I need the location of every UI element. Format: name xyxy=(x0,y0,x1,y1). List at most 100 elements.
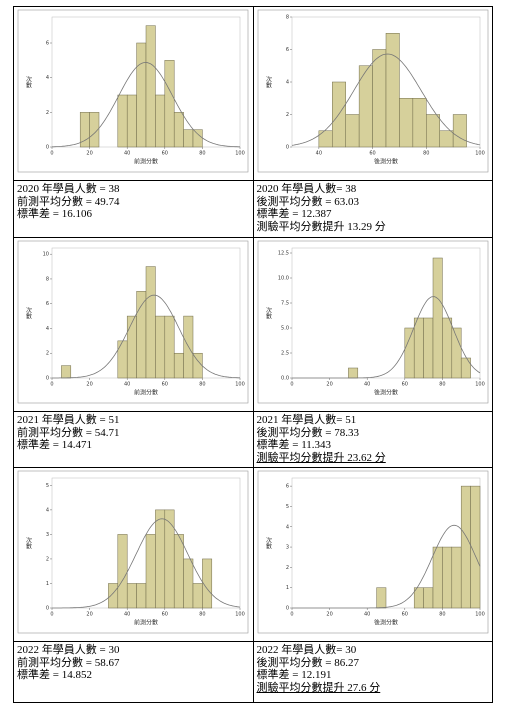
y-tick-label: 2 xyxy=(285,112,288,118)
histogram-bar xyxy=(164,315,175,379)
y-tick-label: 4 xyxy=(46,326,49,332)
histogram-bar xyxy=(145,25,156,148)
stats-cell: 2022 年學員人數 = 30 前測平均分數 = 58.67 標準差 = 14.85… xyxy=(13,641,254,703)
normal-curve xyxy=(291,524,480,609)
x-tick-label: 60 xyxy=(162,151,168,157)
y-tick-label: 4 xyxy=(285,524,288,530)
histogram-bar xyxy=(460,357,471,379)
normal-curve xyxy=(52,61,240,148)
y-tick-label: 0 xyxy=(285,606,288,612)
histogram-bar xyxy=(173,112,184,148)
histogram-bar xyxy=(422,587,433,609)
x-tick-label: 100 xyxy=(235,612,245,618)
histogram-bar xyxy=(432,257,443,379)
y-tick-label: 4 xyxy=(285,80,288,86)
stats-line: 2021 年學員人數 = 51 xyxy=(17,414,120,426)
stats-line: 測驗平均分數提升 27.6 分 xyxy=(256,681,381,694)
stats-line: 標準差 = 12.387 xyxy=(256,208,332,220)
stats-line: 標準差 = 12.191 xyxy=(256,669,332,681)
normal-curve xyxy=(52,294,240,379)
y-tick-label: 4 xyxy=(46,75,49,81)
frame xyxy=(257,240,488,404)
x-axis-label: 後測分數 xyxy=(373,389,397,397)
histogram-bar xyxy=(136,583,147,609)
histogram-bar xyxy=(173,352,184,379)
histogram-bar xyxy=(347,367,358,379)
histogram-bar xyxy=(136,42,147,148)
chart: 0 2 4 6 8 40 60 80 100 後測分數 次數 xyxy=(257,9,488,173)
histogram-bar xyxy=(404,327,414,379)
frame xyxy=(17,470,249,634)
x-tick-label: 20 xyxy=(326,382,332,388)
y-tick-label: 0 xyxy=(46,376,49,382)
x-tick-label: 100 xyxy=(475,612,485,618)
y-tick-label: 1 xyxy=(46,581,49,587)
histogram-bar xyxy=(438,130,453,148)
histogram-bar xyxy=(318,130,333,148)
y-tick-label: 2 xyxy=(46,351,49,357)
y-tick-label: 6 xyxy=(285,47,288,53)
histogram-bar xyxy=(89,112,100,148)
histogram-bar xyxy=(452,114,467,148)
histogram-bar xyxy=(192,583,203,609)
x-tick-label: 40 xyxy=(124,151,130,157)
histogram-bar xyxy=(173,534,184,609)
stats-cell: 2022 年學員人數= 30 後測平均分數 = 86.27 標準差 = 12.191… xyxy=(252,641,493,703)
y-axis-label: 次數 xyxy=(264,75,271,89)
x-tick-label: 40 xyxy=(364,612,370,618)
x-axis-label: 前測分數 xyxy=(134,158,158,166)
histogram-bar xyxy=(413,317,424,379)
stats-line: 前測平均分數 = 58.67 xyxy=(17,656,120,669)
y-tick-label: 12.5 xyxy=(277,251,288,257)
histogram-bar xyxy=(422,317,433,379)
histogram-bar xyxy=(425,114,440,148)
x-tick-label: 40 xyxy=(315,151,321,157)
document-table: 0 2 4 6 0 20 40 60 80 100 前測分數 次數 0 2 4 6 8 40 60 80 100 後測分… xyxy=(13,6,493,703)
y-tick-label: 6 xyxy=(46,301,49,307)
y-tick-label: 0.0 xyxy=(281,376,289,382)
x-tick-label: 60 xyxy=(401,382,407,388)
x-tick-label: 80 xyxy=(439,612,445,618)
histogram-bar xyxy=(412,98,427,148)
stats-line: 測驗平均分數提升 23.62 分 xyxy=(256,451,386,464)
x-tick-label: 40 xyxy=(364,382,370,388)
y-tick-label: 6 xyxy=(46,41,49,47)
y-axis-label: 次數 xyxy=(25,75,32,89)
histogram-bar xyxy=(117,94,128,148)
y-axis-label: 次數 xyxy=(264,306,271,320)
x-tick-label: 80 xyxy=(199,151,205,157)
y-tick-label: 5 xyxy=(46,483,49,489)
y-tick-label: 5.0 xyxy=(281,326,289,332)
stats-line: 2022 年學員人數= 30 xyxy=(256,644,357,656)
histogram-bar xyxy=(441,546,452,609)
y-tick-label: 8 xyxy=(285,15,288,21)
y-tick-label: 3 xyxy=(285,545,288,551)
histogram-bar xyxy=(61,365,72,379)
histogram-bar xyxy=(136,291,147,379)
y-tick-label: 0 xyxy=(46,606,49,612)
x-tick-label: 0 xyxy=(290,382,293,388)
y-tick-label: 2.5 xyxy=(281,351,289,357)
y-tick-label: 2 xyxy=(46,556,49,562)
y-tick-label: 10 xyxy=(43,252,49,258)
y-tick-label: 2 xyxy=(285,565,288,571)
histogram-bar xyxy=(385,33,400,148)
x-tick-label: 60 xyxy=(162,382,168,388)
stats-line: 後測平均分數 = 63.03 xyxy=(256,195,359,208)
histogram-bar xyxy=(164,60,175,148)
y-tick-label: 7.5 xyxy=(281,301,289,307)
stats-line: 後測平均分數 = 86.27 xyxy=(256,656,359,669)
y-tick-label: 2 xyxy=(46,110,49,116)
histogram-bar xyxy=(183,558,194,609)
histogram-bar xyxy=(371,49,386,148)
x-tick-label: 60 xyxy=(401,612,407,618)
y-tick-label: 4 xyxy=(46,507,49,513)
histogram-bar xyxy=(155,315,166,379)
histogram-bar xyxy=(469,485,480,609)
x-tick-label: 0 xyxy=(290,612,293,618)
histogram-bar xyxy=(192,129,203,148)
stats-line: 前測平均分數 = 49.74 xyxy=(17,195,120,208)
histogram-bar xyxy=(126,315,137,379)
histogram-bar xyxy=(145,266,156,379)
